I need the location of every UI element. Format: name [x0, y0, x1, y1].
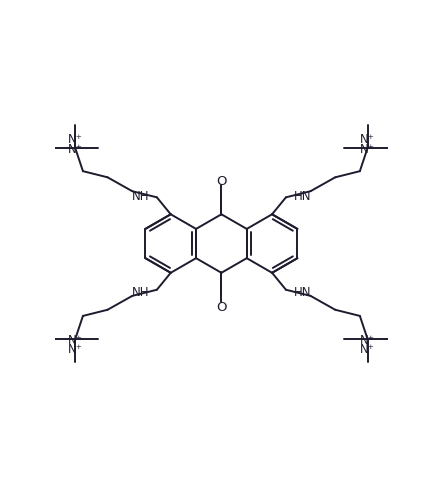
Text: HN: HN — [294, 285, 311, 298]
Text: NH: NH — [132, 285, 149, 298]
Text: O: O — [216, 175, 227, 187]
Text: N⁺: N⁺ — [360, 333, 375, 346]
Text: N⁺: N⁺ — [68, 333, 83, 346]
Text: N⁺: N⁺ — [360, 133, 375, 146]
Text: N⁺: N⁺ — [68, 133, 83, 146]
Text: N⁺: N⁺ — [68, 142, 83, 155]
Text: NH: NH — [132, 190, 149, 203]
Text: N⁺: N⁺ — [360, 342, 375, 355]
Text: N⁺: N⁺ — [68, 342, 83, 355]
Text: HN: HN — [294, 190, 311, 203]
Text: O: O — [216, 301, 227, 314]
Text: N⁺: N⁺ — [360, 142, 375, 155]
